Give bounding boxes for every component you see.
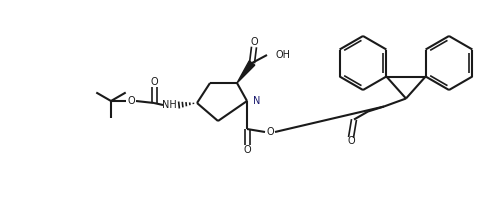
Polygon shape — [237, 61, 255, 83]
Text: O: O — [243, 145, 251, 155]
Text: O: O — [250, 37, 258, 47]
Text: NH: NH — [162, 100, 176, 110]
Text: O: O — [347, 137, 355, 146]
Text: O: O — [266, 127, 274, 137]
Text: OH: OH — [275, 50, 290, 60]
Text: O: O — [127, 96, 135, 106]
Text: N: N — [253, 96, 261, 106]
Text: O: O — [150, 77, 158, 87]
